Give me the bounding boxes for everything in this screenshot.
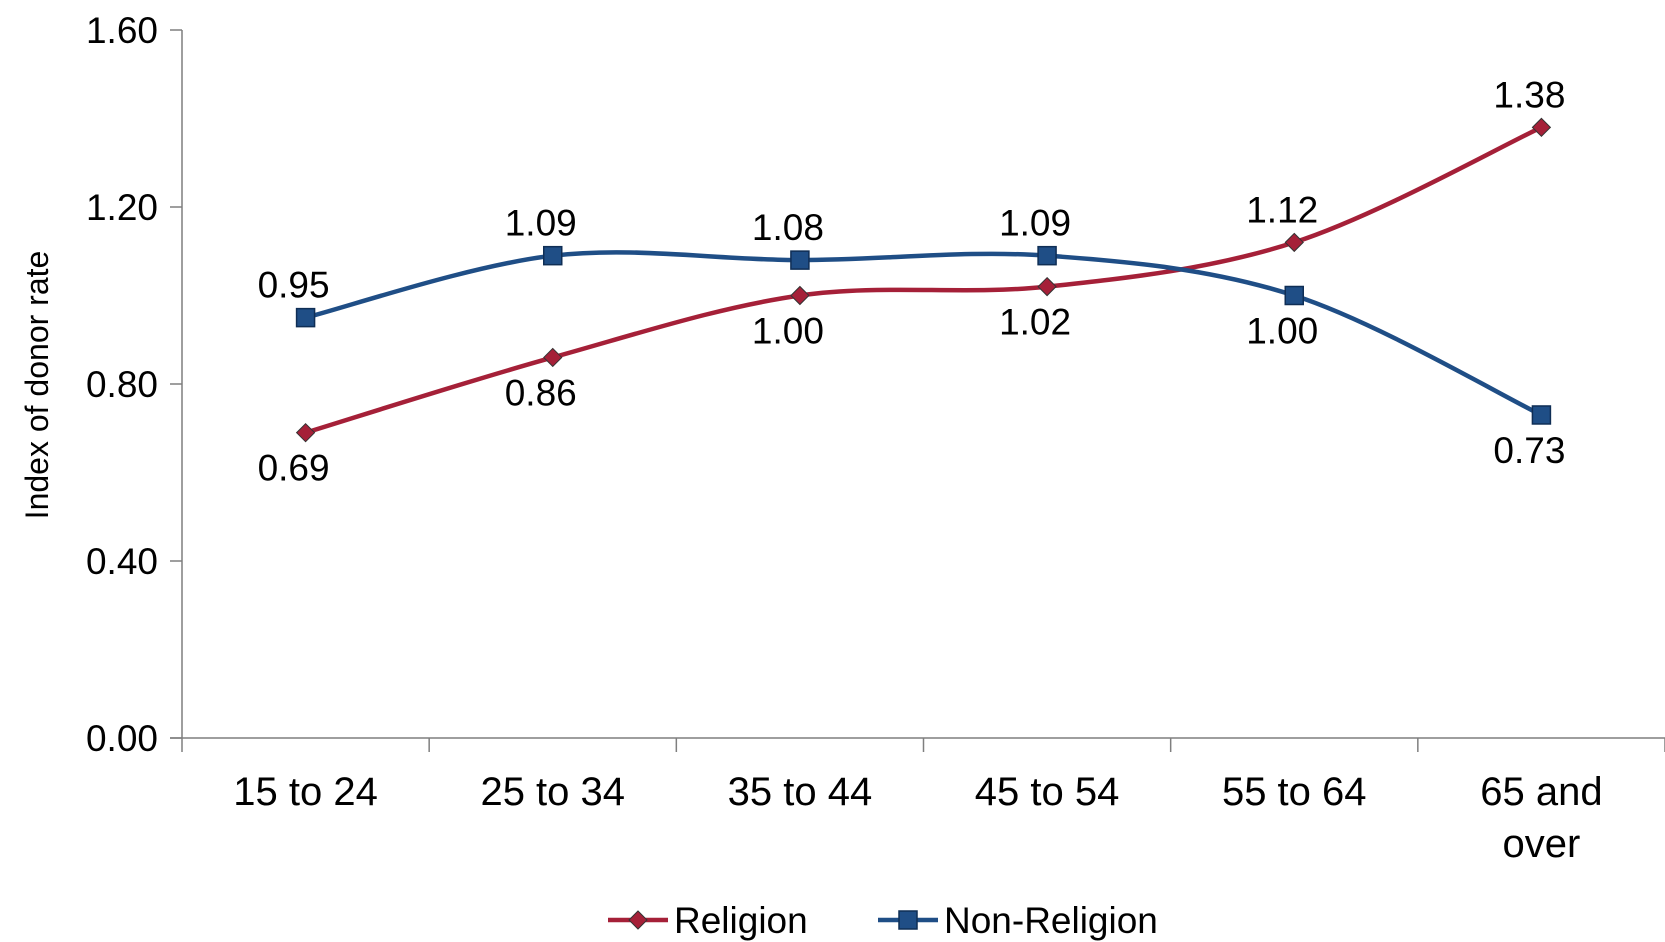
data-labels: 0.69 0.86 1.00 1.02 1.12 1.38 0.95 1.09 1.08 1.09… [258, 74, 1566, 488]
x-tick-label-line: over [1503, 822, 1581, 866]
data-label: 0.95 [258, 265, 330, 306]
data-label: 1.02 [999, 302, 1071, 343]
series-line-non-religion [305, 250, 1543, 418]
legend-label: Religion [674, 900, 808, 941]
data-label: 0.69 [258, 448, 330, 489]
x-tick-label: 15 to 24 [233, 770, 378, 814]
x-tick-label: 55 to 64 [1222, 770, 1367, 814]
data-label: 1.00 [752, 311, 824, 352]
chart-axes: 0.00 0.40 0.80 1.20 1.60 15 to 24 25 to 34 35 t… [86, 10, 1665, 866]
data-point-marker [1037, 276, 1057, 297]
data-point-marker [543, 347, 563, 368]
data-point-marker [790, 250, 810, 270]
data-point-marker [1284, 232, 1304, 253]
legend-marker [628, 910, 648, 930]
y-tick-label: 0.80 [86, 364, 158, 405]
data-point-marker [1037, 245, 1057, 266]
data-label: 1.00 [1246, 311, 1318, 352]
legend-marker [898, 910, 918, 930]
data-point-marker [790, 285, 810, 306]
data-point-marker [1531, 117, 1552, 138]
x-tick-label-line: 55 to 64 [1222, 770, 1367, 814]
data-label: 0.73 [1493, 430, 1565, 471]
x-tick-label-line: 25 to 34 [480, 770, 625, 814]
x-tick-label: 65 and over [1480, 770, 1602, 866]
x-tick-label-line: 45 to 54 [975, 770, 1120, 814]
y-tick-label: 0.40 [86, 541, 158, 582]
series-line-religion [304, 125, 1543, 435]
y-tick-label: 0.00 [86, 718, 158, 759]
x-tick-label: 45 to 54 [975, 770, 1120, 814]
data-point-marker [1284, 285, 1304, 306]
data-label: 1.08 [752, 207, 824, 248]
data-point-marker [295, 422, 316, 443]
legend-label: Non-Religion [944, 900, 1158, 941]
x-tick-label-line: 35 to 44 [728, 770, 873, 814]
data-point-marker [543, 245, 563, 266]
data-label: 1.09 [505, 203, 577, 244]
legend: Religion Non-Religion [608, 900, 1158, 941]
y-tick-label: 1.20 [86, 187, 158, 228]
data-point-marker [295, 307, 316, 328]
y-tick-label: 1.60 [86, 10, 158, 51]
x-tick-label-line: 15 to 24 [233, 770, 378, 814]
data-label: 0.86 [505, 372, 577, 413]
series-lines [295, 117, 1552, 443]
data-label: 1.38 [1493, 74, 1565, 115]
y-axis-title: Index of donor rate [19, 251, 55, 520]
data-label: 1.09 [999, 203, 1071, 244]
x-tick-label: 35 to 44 [728, 770, 873, 814]
data-point-marker [1531, 405, 1552, 425]
data-label: 1.12 [1246, 189, 1318, 230]
x-tick-label: 25 to 34 [480, 770, 625, 814]
x-tick-label-line: 65 and [1480, 770, 1602, 814]
